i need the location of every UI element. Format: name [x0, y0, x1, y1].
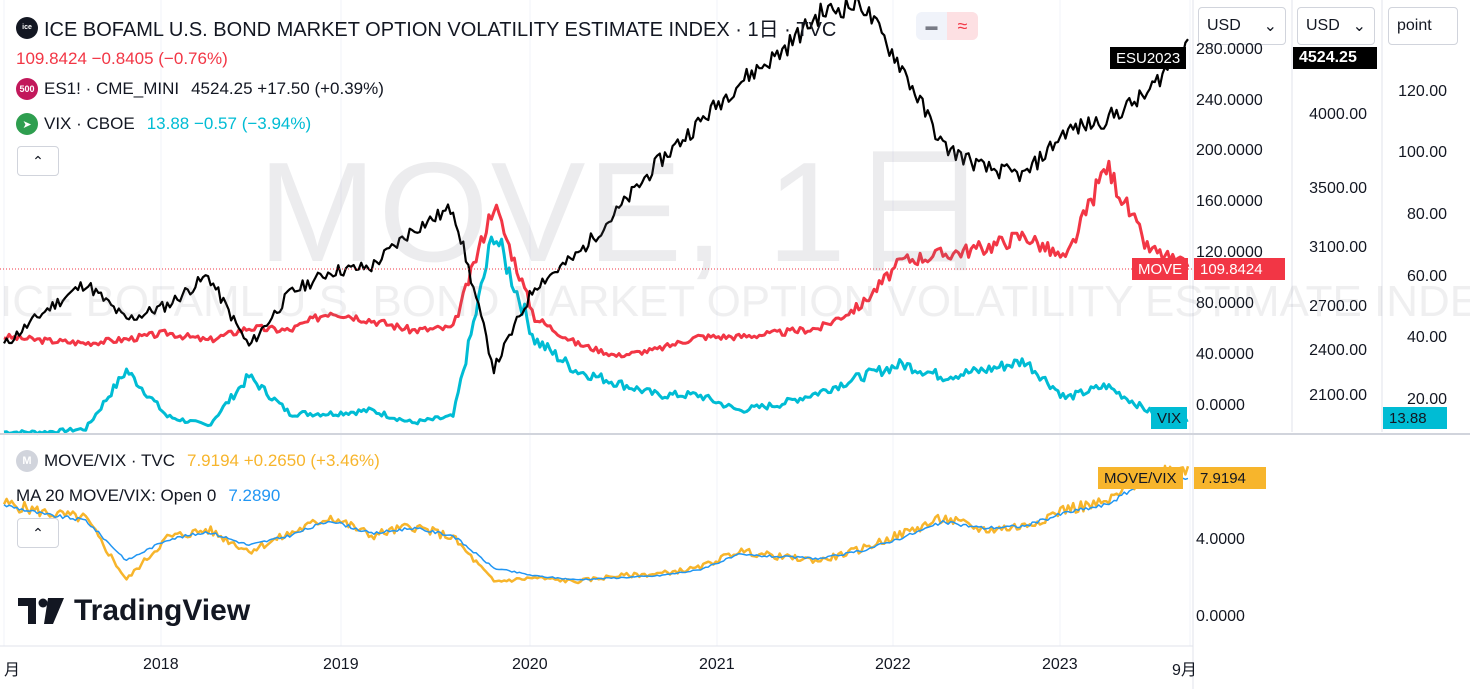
minus-icon[interactable]: ▬: [925, 19, 938, 33]
vix-axis-tick: 100.00: [1398, 144, 1447, 162]
currency-dropdown-1[interactable]: USD ⌄: [1198, 7, 1286, 45]
es-values: 4524.25 +17.50 (+0.39%): [191, 79, 384, 98]
date-axis-label: 2023: [1042, 656, 1078, 673]
move-axis-tick: 40.0000: [1196, 345, 1254, 363]
es-axis-tick: 2700.00: [1309, 298, 1367, 316]
vix-axis-tick: 60.00: [1406, 267, 1447, 285]
date-axis-label: 2022: [875, 656, 911, 673]
vix-tag: VIX: [1151, 407, 1188, 429]
vix-series-line: [3, 235, 1189, 436]
es-axis-tick: 2100.00: [1309, 386, 1367, 404]
ratio-tag: MOVE/VIX: [1098, 467, 1183, 489]
es-series-line: [3, 0, 1189, 375]
date-axis-label: 9月: [1172, 662, 1197, 679]
main-title[interactable]: ICE BOFAML U.S. BOND MARKET OPTION VOLAT…: [44, 19, 837, 41]
collapse-legend-button[interactable]: ⌃: [17, 146, 59, 176]
ratio-price-tag: 7.9194: [1194, 467, 1266, 489]
es-axis-tick: 4000.00: [1309, 106, 1367, 124]
es-axis-tick: 3100.00: [1309, 239, 1367, 257]
series-lines: [2, 0, 1190, 585]
sp500-icon: 500: [16, 78, 38, 100]
ratio-name[interactable]: MOVE/VIX · TVC: [44, 451, 175, 470]
tradingview-wordmark: TradingView: [74, 594, 251, 627]
currency-dropdown-2[interactable]: USD ⌄: [1297, 7, 1375, 45]
vix-legend[interactable]: ➤ VIX · CBOE 13.88 −0.57 (−3.94%): [16, 113, 311, 135]
chevron-down-icon: ⌄: [1352, 18, 1366, 35]
description-watermark: ICE BOFAML U.S. BOND MARKET OPTION VOLAT…: [0, 277, 1470, 326]
date-axis-label: 月: [4, 662, 21, 679]
es-axis-tick: 2400.00: [1309, 342, 1367, 360]
ratio-values: 7.9194 +0.2650 (+3.46%): [187, 451, 380, 470]
move-series-line: [3, 159, 1190, 359]
ma-name[interactable]: MA 20 MOVE/VIX: Open 0: [16, 486, 217, 505]
ma-series-line: [3, 477, 1189, 581]
ratio-legend[interactable]: M MOVE/VIX · TVC 7.9194 +0.2650 (+3.46%): [16, 450, 380, 472]
tradingview-icon: [18, 598, 64, 624]
unit-label: point: [1397, 17, 1432, 34]
unit-dropdown[interactable]: point: [1388, 7, 1458, 45]
vix-axis-tick: 80.00: [1406, 206, 1447, 223]
ma-legend[interactable]: MA 20 MOVE/VIX: Open 0 7.2890: [16, 486, 280, 506]
indicator-pill[interactable]: ▬ ≈: [916, 12, 978, 40]
date-axis-label: 2020: [512, 656, 548, 673]
date-axis-label: 2021: [699, 656, 735, 673]
cboe-icon: ➤: [16, 113, 38, 135]
vix-axis-tick: 20.00: [1406, 391, 1447, 409]
ma-value: 7.2890: [228, 486, 281, 505]
currency-label: USD: [1306, 17, 1340, 34]
chevron-down-icon: ⌄: [1263, 18, 1277, 35]
main-legend[interactable]: ice ICE BOFAML U.S. BOND MARKET OPTION V…: [16, 13, 836, 42]
currency-label: USD: [1207, 17, 1241, 34]
es-axis-tick: 3500.00: [1309, 180, 1367, 198]
wave-icon[interactable]: ≈: [947, 12, 978, 40]
symbol-watermark: MOVE, 1日: [258, 133, 993, 292]
move-tag: MOVE: [1132, 258, 1189, 280]
move-axis-tick: 80.0000: [1196, 294, 1254, 312]
date-axis-label: 2019: [323, 656, 359, 673]
vix-price-tag: 13.88: [1383, 407, 1447, 429]
esu-tag: ESU2023: [1110, 47, 1187, 69]
main-price: 109.8424 −0.8405 (−0.76%): [16, 49, 228, 68]
move-axis-tick: 120.0000: [1196, 244, 1263, 262]
vix-axis-tick: 40.00: [1406, 329, 1447, 347]
move-axis-tick: 0.0000: [1196, 396, 1245, 414]
tvc-icon: M: [16, 450, 38, 472]
move-axis-tick: 280.0000: [1196, 40, 1263, 58]
es-price-tag: 4524.25: [1293, 47, 1377, 69]
move-axis-tick: 200.0000: [1196, 142, 1263, 160]
es-legend[interactable]: 500 ES1! · CME_MINI 4524.25 +17.50 (+0.3…: [16, 78, 384, 100]
move-axis-tick: 240.0000: [1196, 91, 1263, 109]
vix-axis-tick: 120.00: [1398, 82, 1447, 100]
date-axis-label: 2018: [143, 656, 179, 673]
move-price-tag: 109.8424: [1194, 258, 1285, 280]
ratio-axis-tick: 4.0000: [1196, 531, 1245, 549]
tradingview-logo[interactable]: TradingView: [18, 594, 250, 628]
ratio-series-line: [2, 464, 1190, 585]
move-axis-tick: 160.0000: [1196, 193, 1263, 211]
vix-values: 13.88 −0.57 (−3.94%): [146, 114, 312, 133]
vix-name[interactable]: VIX · CBOE: [44, 114, 135, 133]
ice-icon: ice: [16, 16, 38, 39]
ratio-axis-tick: 0.0000: [1196, 608, 1245, 626]
collapse-pane-legend-button[interactable]: ⌃: [17, 518, 59, 548]
es-name[interactable]: ES1! · CME_MINI: [44, 79, 180, 98]
